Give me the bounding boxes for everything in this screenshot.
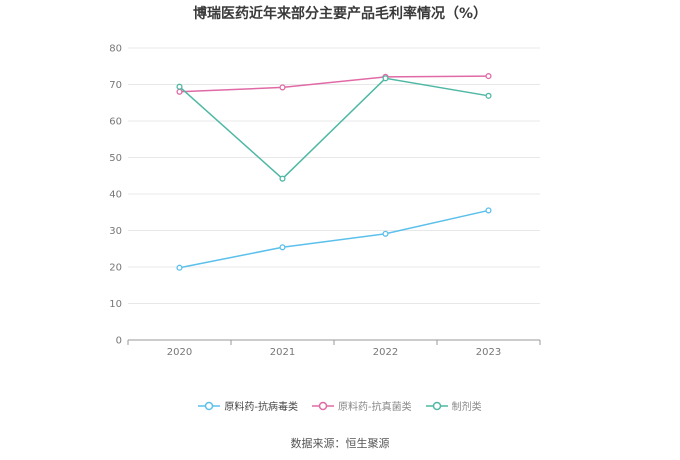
data-point	[485, 73, 492, 80]
x-tick-label: 2021	[270, 347, 295, 358]
data-point	[382, 230, 389, 237]
legend-marker-icon-2	[425, 401, 448, 410]
data-point	[176, 83, 183, 90]
axis-layer: 0 10 20 30 40 50 60 70 80 2020 2021 2022 2023	[109, 44, 541, 358]
legend-label-2: 制剂类	[451, 402, 482, 413]
y-tick-label: 70	[109, 80, 122, 91]
y-tick-label: 50	[109, 153, 122, 164]
data-source: 数据来源：恒生聚源	[290, 437, 390, 450]
legend-label-1: 原料药-抗真菌类	[338, 402, 412, 413]
y-tick-label: 40	[109, 190, 122, 201]
x-tick-label: 2020	[167, 347, 192, 358]
series-line-1	[179, 75, 489, 93]
data-point	[485, 92, 492, 99]
legend-item-2[interactable]: 制剂类	[425, 398, 482, 413]
legend-marker-icon-0	[198, 401, 221, 410]
y-tick-label: 60	[109, 117, 122, 128]
y-tick-label: 10	[109, 299, 122, 310]
data-point	[176, 88, 183, 95]
data-point	[176, 264, 183, 271]
legend-label-0: 原料药-抗病毒类	[224, 402, 298, 413]
legend-item-1[interactable]: 原料药-抗真菌类	[312, 398, 412, 413]
y-tick-label: 80	[109, 44, 122, 55]
data-point	[382, 75, 389, 82]
grid-layer	[128, 47, 540, 304]
series-line-2	[179, 77, 489, 180]
series-line-0	[179, 209, 489, 269]
legend-item-0[interactable]: 原料药-抗病毒类	[198, 398, 298, 413]
chart-title: 博瑞医药近年来部分主要产品毛利率情况（%）	[192, 6, 488, 22]
x-tick-label: 2022	[373, 347, 398, 358]
series-layer	[176, 73, 492, 271]
x-tick-label: 2023	[476, 347, 501, 358]
data-point	[279, 84, 286, 91]
y-tick-label: 20	[109, 263, 122, 274]
data-point	[485, 207, 492, 214]
data-point	[279, 175, 286, 182]
legend: 原料药-抗病毒类 原料药-抗真菌类 制剂类	[0, 398, 680, 413]
data-point	[279, 244, 286, 251]
line-chart: 0 10 20 30 40 50 60 70 80 2020 2021 2022 2023	[109, 44, 541, 358]
legend-marker-icon-1	[312, 401, 334, 410]
y-tick-label: 0	[116, 336, 122, 347]
y-tick-label: 30	[109, 226, 122, 237]
